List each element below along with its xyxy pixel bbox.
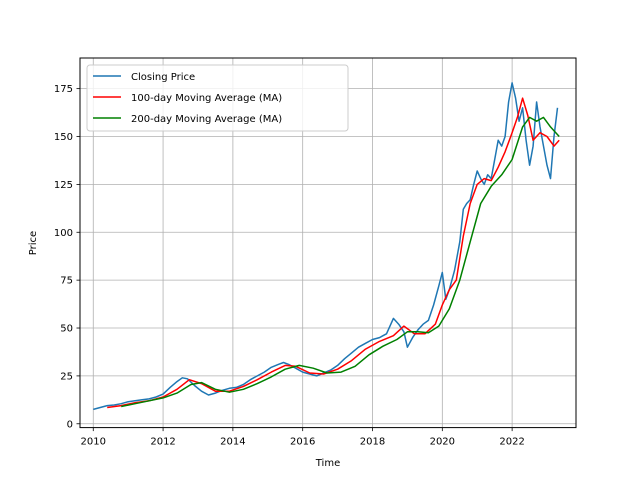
y-tick-label: 175 <box>54 84 73 95</box>
legend-label-200-day-ma: 200-day Moving Average (MA) <box>131 114 282 125</box>
legend-box <box>86 64 349 132</box>
y-axis: 0 25 50 75 100 125 150 175 <box>54 84 80 430</box>
legend-label-closing-price: Closing Price <box>131 72 195 83</box>
series-lines <box>93 82 560 411</box>
series-closing-price <box>93 82 559 411</box>
series-100-day-ma <box>107 97 560 409</box>
y-tick-label: 0 <box>67 419 73 430</box>
x-tick-label: 2010 <box>81 437 106 448</box>
legend-label-100-day-ma: 100-day Moving Average (MA) <box>131 93 282 104</box>
x-tick-label: 2012 <box>150 437 175 448</box>
x-tick-label: 2016 <box>290 437 315 448</box>
y-tick-label: 125 <box>54 180 73 191</box>
y-tick-label: 150 <box>54 132 73 143</box>
x-axis: 2010 2012 2014 2016 2018 2020 2022 <box>81 427 525 448</box>
series-200-day-ma <box>121 116 560 408</box>
y-tick-label: 100 <box>54 228 73 239</box>
y-tick-label: 25 <box>60 371 73 382</box>
x-tick-label: 2022 <box>499 437 524 448</box>
plot-area-frame <box>79 57 577 429</box>
legend: Closing Price 100-day Moving Average (MA… <box>86 64 349 132</box>
y-tick-label: 50 <box>60 324 73 335</box>
y-axis-label: Price <box>28 231 39 255</box>
x-tick-label: 2014 <box>220 437 245 448</box>
x-axis-label: Time <box>315 458 340 469</box>
x-tick-label: 2020 <box>430 437 455 448</box>
y-tick-label: 75 <box>60 276 73 287</box>
x-tick-label: 2018 <box>360 437 385 448</box>
